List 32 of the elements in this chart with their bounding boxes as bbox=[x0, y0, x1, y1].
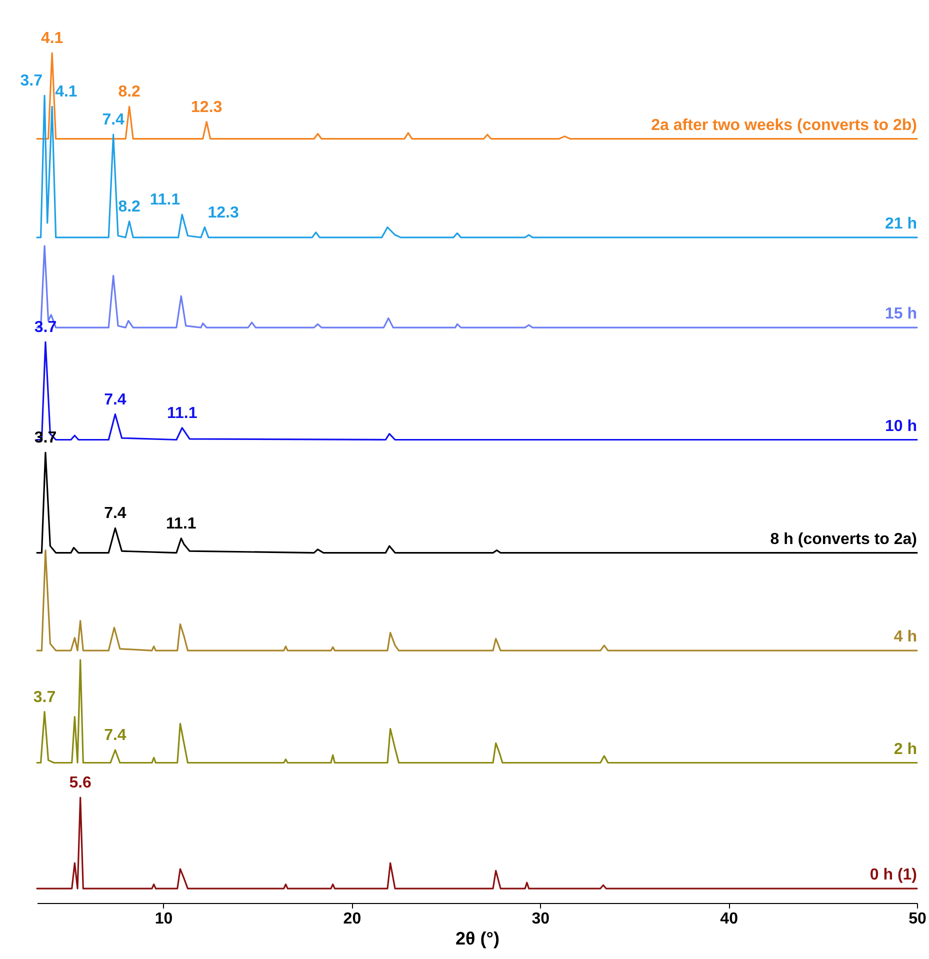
x-tick-label: 20 bbox=[343, 910, 362, 928]
series-label: 21 h bbox=[884, 215, 917, 232]
annotation: 3.7 bbox=[33, 688, 56, 706]
x-tick-label: 10 bbox=[154, 910, 173, 928]
annotation: 5.6 bbox=[69, 774, 92, 792]
annotation: 12.3 bbox=[191, 98, 222, 116]
x-tick-label: 50 bbox=[908, 910, 926, 928]
series-label: 15 h bbox=[884, 306, 917, 323]
annotation: 4.1 bbox=[40, 30, 64, 47]
annotation: 8.2 bbox=[118, 198, 141, 216]
annotation: 11.1 bbox=[166, 515, 196, 532]
annotation: 4.1 bbox=[55, 84, 78, 101]
x-tick-label: 30 bbox=[532, 910, 550, 928]
x-tick-label: 40 bbox=[720, 910, 738, 928]
series-label: 4 h bbox=[894, 628, 917, 646]
annotation: 11.1 bbox=[166, 404, 198, 422]
x-axis-title: 2θ (°) bbox=[456, 928, 500, 948]
annotation: 7.4 bbox=[104, 505, 126, 522]
annotation: 12.3 bbox=[208, 204, 239, 222]
series-label: 2 h bbox=[894, 740, 917, 758]
annotation: 7.4 bbox=[104, 391, 126, 408]
series-label: 0 h (1) bbox=[870, 866, 917, 884]
annotation: 8.2 bbox=[118, 84, 141, 101]
annotation: 3.7 bbox=[34, 430, 57, 446]
annotation: 7.4 bbox=[102, 112, 125, 129]
series-label: 10 h bbox=[884, 418, 917, 435]
series-label: 2a after two weeks (converts to 2b) bbox=[651, 116, 917, 134]
annotation: 3.7 bbox=[34, 319, 57, 336]
annotation: 7.4 bbox=[104, 727, 126, 744]
annotation: 3.7 bbox=[20, 72, 43, 90]
annotation: 11.1 bbox=[150, 192, 180, 208]
series-label: 8 h (converts to 2a) bbox=[770, 530, 917, 548]
